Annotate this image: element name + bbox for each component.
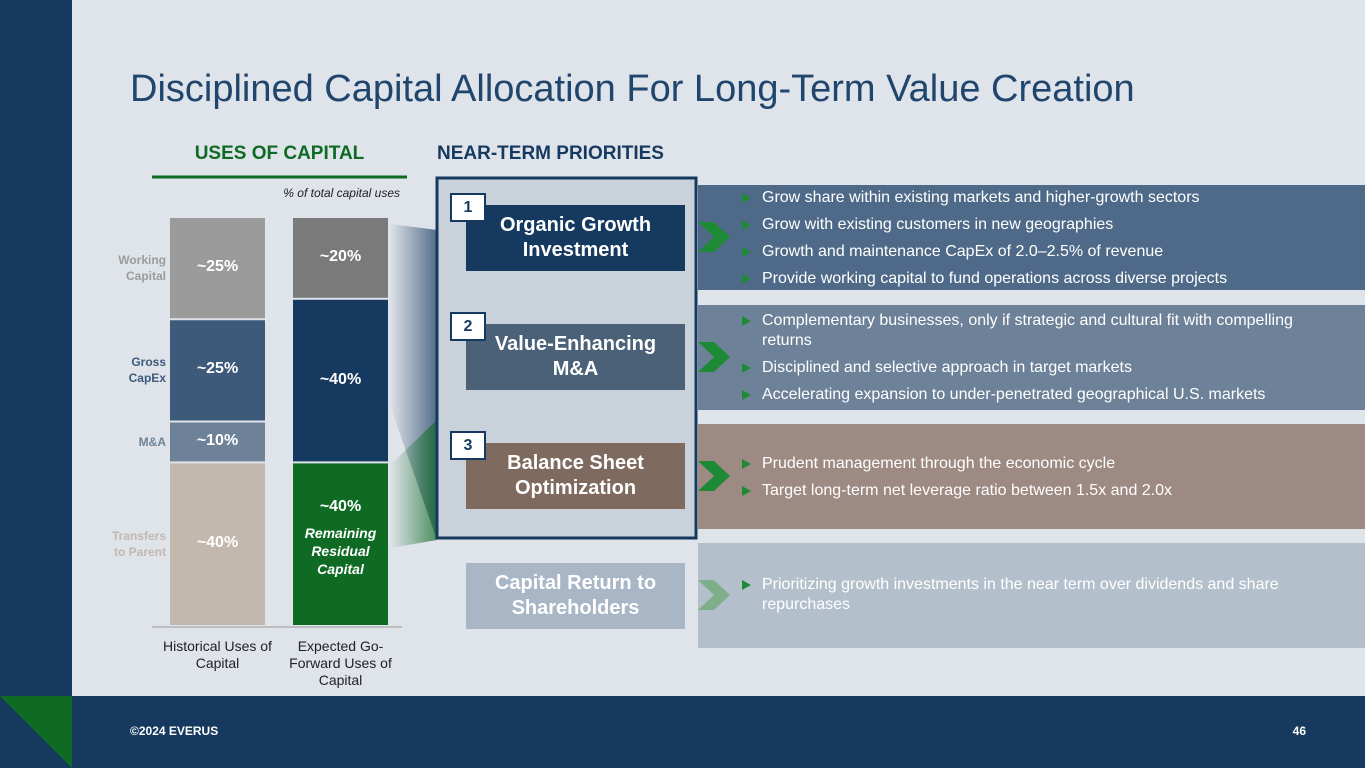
section-heading: NEAR-TERM PRIORITIES (437, 143, 664, 164)
series-label: M&A (138, 434, 166, 449)
value-label: ~40% (319, 370, 362, 388)
priority-band (698, 424, 1365, 529)
bar-segment (170, 422, 265, 462)
bullet-list: Complementary businesses, only if strate… (740, 311, 1340, 412)
series-label: Gross CapEx (128, 355, 166, 386)
priority-band (698, 185, 1365, 290)
bullet: Disciplined and selective approach in ta… (740, 358, 1340, 378)
priority-band (698, 543, 1365, 648)
page-number: 46 (1292, 724, 1306, 738)
priority-label: Value-Enhancing M&A (466, 324, 685, 390)
bullet: Growth and maintenance CapEx of 2.0–2.5%… (740, 242, 1340, 262)
value-label: ~40% (196, 534, 239, 552)
bullet: Grow share within existing markets and h… (740, 188, 1340, 208)
priority-number: 3 (450, 431, 486, 460)
bullet-list: Prioritizing growth investments in the n… (740, 575, 1340, 622)
copyright: ©2024 EVERUS (130, 724, 219, 738)
series-label: Working Capital (118, 253, 166, 284)
priority-number: 2 (450, 312, 486, 341)
value-label: ~40% (319, 498, 362, 516)
left-stripe (0, 0, 72, 696)
priority-label: Capital Return to Shareholders (466, 563, 685, 629)
footer-accent (0, 696, 72, 768)
bullets: Grow share within existing markets and h… (740, 188, 1340, 289)
bullet-list: Grow share within existing markets and h… (740, 188, 1340, 296)
bullet: Accelerating expansion to under-penetrat… (740, 385, 1340, 405)
bullets: Prioritizing growth investments in the n… (740, 575, 1340, 615)
section-heading: USES OF CAPITAL (194, 143, 365, 164)
x-tick-label: Expected Go-Forward Uses of Capital (289, 638, 392, 688)
x-tick-label: Historical Uses of Capital (163, 638, 272, 671)
bullet: Grow with existing customers in new geog… (740, 215, 1340, 235)
chevron (698, 342, 730, 372)
bar-segment (170, 320, 265, 421)
chevron (698, 580, 730, 610)
value-label: ~20% (319, 247, 362, 265)
bar-segment (170, 218, 265, 319)
slide-title: Disciplined Capital Allocation For Long-… (130, 68, 1135, 110)
bullet: Prudent management through the economic … (740, 454, 1340, 474)
priority-number: 1 (450, 193, 486, 222)
chevron (698, 461, 730, 491)
bullet: Target long-term net leverage ratio betw… (740, 481, 1340, 501)
bar-segment (293, 299, 388, 462)
bullet: Provide working capital to fund operatio… (740, 269, 1340, 289)
bullet: Prioritizing growth investments in the n… (740, 575, 1340, 615)
priority-label: Balance Sheet Optimization (466, 443, 685, 509)
chevron (698, 222, 730, 252)
value-label: ~25% (196, 258, 239, 276)
series-label: Remaining Residual Capital (304, 525, 377, 578)
bar-segment (170, 463, 265, 625)
bullet-list: Prudent management through the economic … (740, 454, 1340, 508)
bar-segment (293, 218, 388, 298)
bullets: Complementary businesses, only if strate… (740, 311, 1340, 405)
priority-band (698, 305, 1365, 410)
chart-note: % of total capital uses (283, 186, 400, 200)
value-label: ~10% (196, 431, 239, 449)
bar-segment (293, 463, 388, 625)
bullets: Prudent management through the economic … (740, 454, 1340, 501)
priority-label: Organic Growth Investment (466, 205, 685, 271)
connector (390, 420, 437, 548)
footer-bar (0, 696, 1365, 768)
value-label: ~25% (196, 360, 239, 378)
series-label: Transfers to Parent (111, 529, 166, 560)
bullet: Complementary businesses, only if strate… (740, 311, 1340, 351)
